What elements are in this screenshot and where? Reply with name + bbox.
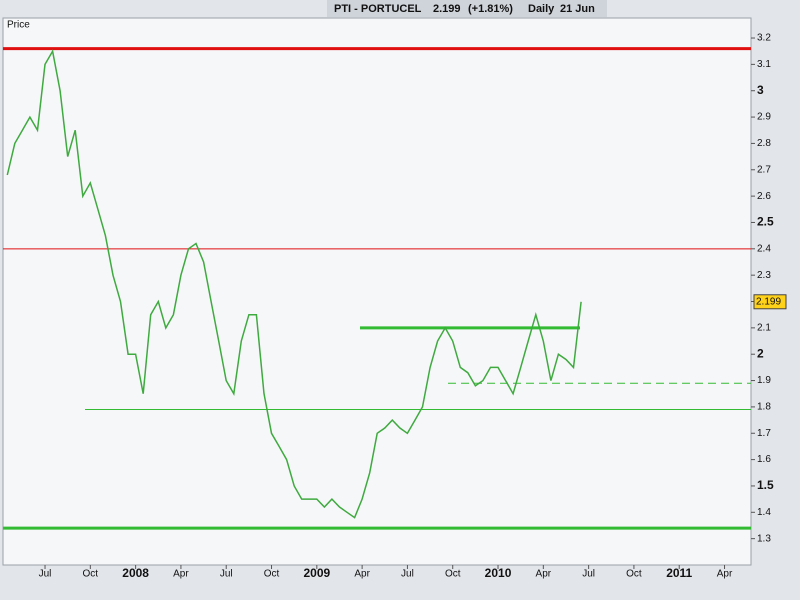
x-tick-label: Jul — [582, 569, 595, 580]
y-tick-label: 1.8 — [757, 402, 771, 413]
y-tick-label: 1.3 — [757, 533, 771, 544]
y-tick-label: 2.9 — [757, 112, 771, 123]
y-tick-label: 1.7 — [757, 428, 771, 439]
y-tick-label: 1.5 — [757, 478, 774, 492]
price-tag-label: 2.199 — [756, 296, 781, 307]
y-tick-label: 2.5 — [757, 215, 774, 229]
x-tick-label: Oct — [264, 569, 280, 580]
chart-title: PTI - PORTUCEL — [334, 3, 422, 15]
y-tick-label: 3.2 — [757, 33, 771, 44]
y-tick-label: 3 — [757, 83, 764, 97]
x-tick-label: 2011 — [666, 566, 692, 580]
price-line — [6, 49, 582, 519]
x-tick-label: Apr — [173, 569, 189, 580]
plot-area — [2, 17, 752, 566]
x-tick-label: Apr — [536, 569, 552, 580]
x-tick-label: 2009 — [303, 566, 330, 580]
y-tick-label: 2.3 — [757, 270, 771, 281]
x-tick-label: Jul — [401, 569, 414, 580]
header-period: Daily — [528, 3, 555, 15]
y-tick-label: 1.9 — [757, 375, 771, 386]
x-tick-label: Jul — [220, 569, 233, 580]
y-axis-label: Price — [7, 20, 30, 31]
y-tick-label: 2.6 — [757, 191, 771, 202]
y-tick-label: 3.1 — [757, 59, 771, 70]
header-price: 2.199 — [433, 3, 461, 15]
x-tick-label: Oct — [626, 569, 642, 580]
header-box — [327, 0, 607, 17]
y-tick-label: 2.1 — [757, 323, 771, 334]
x-tick-label: 2010 — [485, 566, 512, 580]
header-date: 21 Jun — [560, 3, 595, 15]
y-tick-label: 2 — [757, 346, 764, 360]
x-tick-label: Apr — [717, 569, 733, 580]
y-tick-label: 1.4 — [757, 507, 771, 518]
x-tick-label: Oct — [83, 569, 99, 580]
y-tick-label: 1.6 — [757, 454, 771, 465]
x-tick-label: Jul — [39, 569, 52, 580]
x-tick-label: 2008 — [122, 566, 149, 580]
x-tick-label: Oct — [445, 569, 461, 580]
header-change: (+1.81%) — [468, 3, 513, 15]
y-tick-label: 2.8 — [757, 138, 771, 149]
x-tick-label: Apr — [354, 569, 370, 580]
y-tick-label: 2.7 — [757, 164, 771, 175]
price-tag — [753, 294, 787, 310]
y-tick-label: 2.4 — [757, 243, 771, 254]
